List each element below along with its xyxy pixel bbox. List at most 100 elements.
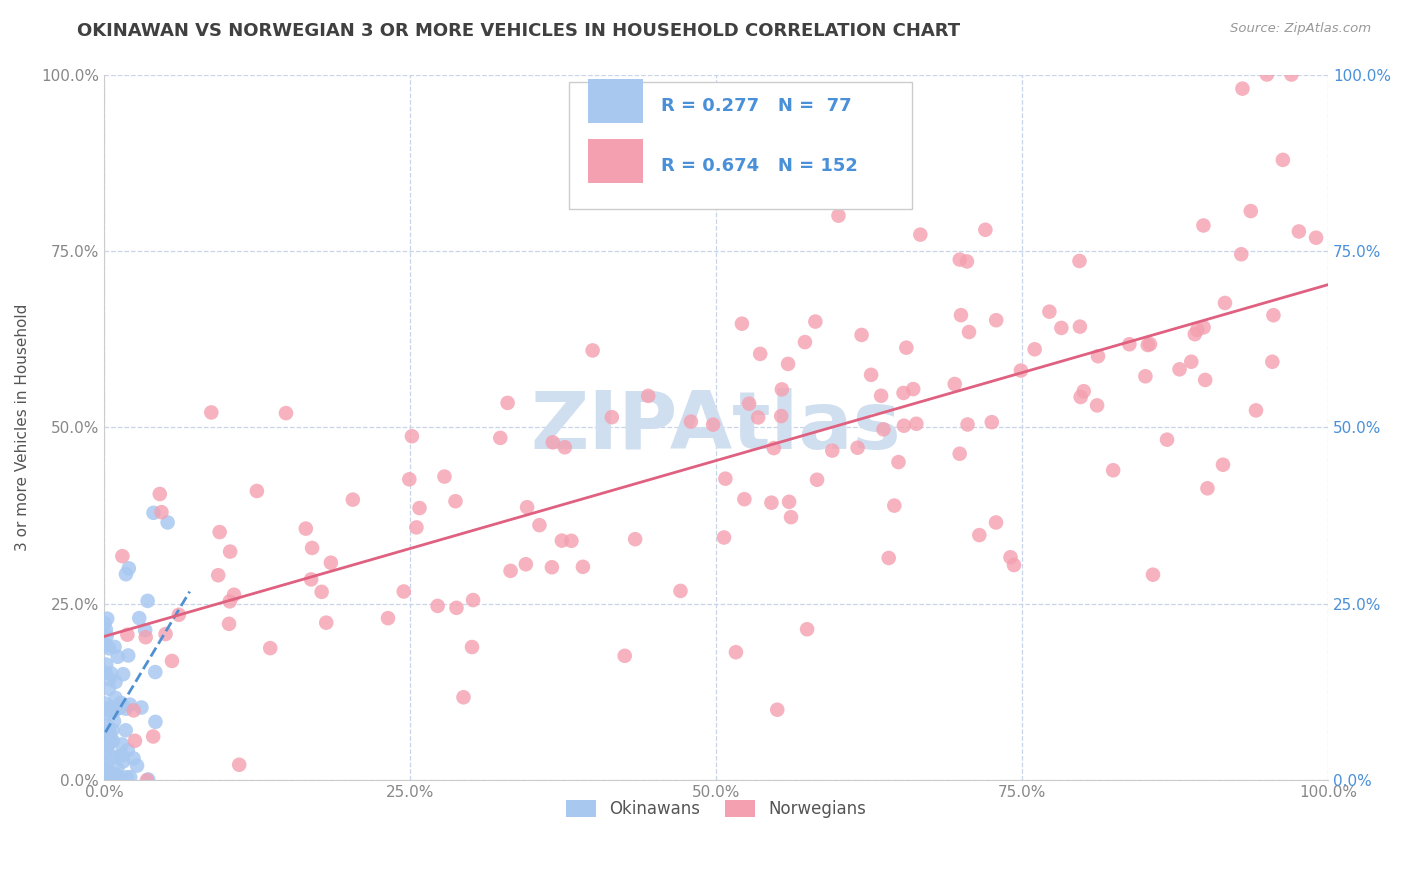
Point — [98, 672, 121, 686]
Point — [1288, 224, 1310, 238]
Point — [877, 551, 900, 566]
Point — [98, 703, 121, 717]
Point — [724, 645, 747, 659]
Point — [1212, 458, 1234, 472]
Point — [274, 406, 297, 420]
Point — [1232, 81, 1254, 95]
Point — [1000, 550, 1022, 565]
Point — [117, 648, 139, 663]
Point — [731, 317, 754, 331]
Point — [1271, 153, 1294, 167]
Point — [94, 769, 117, 783]
Point — [100, 666, 122, 681]
Point — [1263, 308, 1285, 322]
Point — [128, 611, 150, 625]
Point — [136, 594, 159, 608]
Point — [1073, 384, 1095, 399]
Point — [104, 674, 127, 689]
Point — [1069, 254, 1091, 268]
Point — [155, 627, 177, 641]
Point — [860, 368, 883, 382]
Point — [957, 325, 980, 339]
Point — [342, 492, 364, 507]
Point — [1305, 231, 1327, 245]
Point — [105, 701, 128, 715]
Point — [949, 447, 972, 461]
Point — [219, 544, 242, 558]
Point — [637, 389, 659, 403]
Point — [311, 585, 333, 599]
Point — [910, 227, 932, 242]
Point — [901, 382, 924, 396]
Point — [114, 701, 136, 715]
Point — [1194, 373, 1216, 387]
Point — [94, 768, 117, 782]
Point — [118, 561, 141, 575]
Point — [489, 431, 512, 445]
Point — [515, 558, 537, 572]
Point — [1261, 355, 1284, 369]
Point — [115, 567, 138, 582]
Point — [142, 506, 165, 520]
Point — [97, 681, 120, 696]
Point — [117, 628, 139, 642]
Point — [713, 531, 735, 545]
Point — [551, 533, 574, 548]
Point — [111, 748, 134, 763]
Point — [160, 654, 183, 668]
Legend: Okinawans, Norwegians: Okinawans, Norwegians — [560, 793, 873, 825]
Point — [401, 429, 423, 443]
Point — [714, 472, 737, 486]
Point — [1135, 369, 1157, 384]
Point — [1087, 349, 1109, 363]
Point — [107, 649, 129, 664]
Point — [122, 751, 145, 765]
Point — [872, 422, 894, 436]
Point — [259, 641, 281, 656]
Point — [1230, 247, 1253, 261]
Point — [135, 630, 157, 644]
Point — [96, 758, 118, 772]
Point — [131, 700, 153, 714]
Point — [1139, 337, 1161, 351]
Point — [299, 573, 322, 587]
Point — [222, 588, 245, 602]
Point — [101, 723, 124, 738]
Point — [644, 173, 666, 187]
Point — [97, 734, 120, 748]
Point — [134, 623, 156, 637]
Point — [96, 638, 118, 652]
Point — [1197, 481, 1219, 495]
Point — [96, 773, 118, 788]
Point — [111, 549, 134, 564]
Point — [747, 410, 769, 425]
Point — [444, 494, 467, 508]
Point — [108, 700, 131, 714]
Point — [96, 718, 118, 732]
Point — [103, 714, 125, 729]
Point — [115, 770, 138, 784]
Point — [105, 762, 128, 776]
Point — [96, 771, 118, 785]
Point — [541, 560, 564, 574]
Point — [94, 706, 117, 721]
Point — [315, 615, 337, 630]
Point — [1142, 567, 1164, 582]
Point — [200, 405, 222, 419]
Point — [136, 772, 159, 787]
Point — [1213, 296, 1236, 310]
Point — [827, 209, 849, 223]
Point — [905, 417, 928, 431]
Point — [1136, 338, 1159, 352]
Point — [776, 357, 799, 371]
Point — [98, 729, 121, 743]
Point — [93, 773, 115, 788]
Point — [94, 697, 117, 711]
Point — [554, 440, 576, 454]
Point — [143, 665, 166, 679]
Point — [1156, 433, 1178, 447]
Point — [956, 254, 979, 268]
Point — [93, 745, 115, 759]
Point — [883, 499, 905, 513]
Point — [581, 343, 603, 358]
